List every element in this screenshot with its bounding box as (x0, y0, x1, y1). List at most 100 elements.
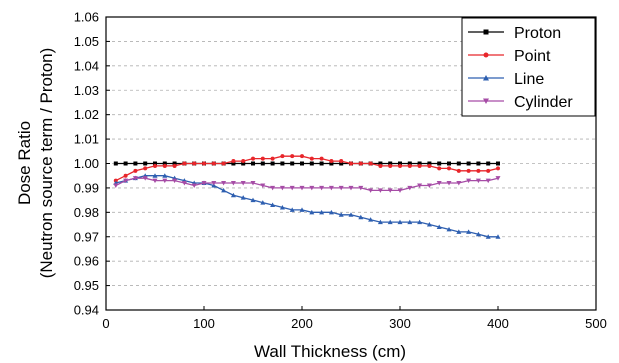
y-tick-label: 1.06 (74, 10, 99, 25)
data-point-cylinder (113, 183, 119, 188)
data-point-proton (398, 161, 402, 166)
data-point-line (377, 219, 383, 225)
data-point-cylinder (397, 188, 403, 193)
data-point-cylinder (142, 176, 148, 181)
legend-label-proton: Proton (514, 25, 561, 42)
data-point-cylinder (319, 185, 325, 191)
y-tick-label: 0.96 (74, 254, 99, 269)
data-point-cylinder (279, 185, 285, 191)
data-point-cylinder (485, 178, 491, 184)
data-point-cylinder (132, 176, 138, 181)
data-point-point (496, 166, 500, 171)
data-point-point (202, 161, 206, 166)
x-axis-title: Wall Thickness (cm) (254, 342, 406, 361)
data-point-point (241, 159, 246, 164)
data-point-cylinder (250, 181, 256, 186)
data-point-proton (417, 161, 422, 166)
data-point-point (300, 154, 304, 159)
data-point-proton (153, 161, 157, 166)
y-tick-label: 0.98 (74, 205, 99, 220)
data-point-point (251, 156, 255, 161)
data-point-line (152, 173, 158, 178)
data-point-point (290, 154, 295, 159)
data-point-point (447, 166, 451, 171)
data-point-point (476, 168, 481, 173)
data-point-point (309, 156, 314, 161)
y-tick-label: 1.05 (74, 34, 99, 49)
data-point-point (211, 161, 216, 166)
legend-marker-point (483, 52, 489, 58)
data-point-line (240, 195, 246, 200)
legend-marker-proton (483, 29, 489, 35)
data-point-point (162, 163, 167, 168)
data-point-cylinder (201, 181, 207, 186)
data-point-line (456, 229, 462, 234)
series-cylinder (113, 176, 501, 193)
data-point-proton (241, 161, 246, 166)
data-point-cylinder (328, 185, 334, 191)
y-tick-label: 1.02 (74, 107, 99, 122)
data-point-proton (290, 161, 295, 166)
data-point-point (456, 168, 461, 173)
data-point-proton (407, 161, 412, 166)
ticks: 0.94 0.95 0.96 0.97 0.98 0.99 1.00 1.01 1.02 1.03… (74, 10, 607, 332)
x-tick-label: 400 (487, 316, 509, 331)
data-point-point (270, 156, 275, 161)
data-point-proton (427, 161, 432, 166)
data-point-cylinder (466, 178, 472, 184)
data-point-cylinder (475, 178, 481, 184)
x-tick-label: 300 (389, 316, 411, 331)
data-point-point (427, 163, 432, 168)
data-point-point (182, 161, 187, 166)
data-point-point (339, 159, 344, 164)
y-tick-label: 0.94 (74, 303, 99, 318)
data-point-point (368, 161, 373, 166)
series-line-cylinder (115, 177, 499, 192)
data-point-proton (270, 161, 275, 166)
legend: Proton Point Line Cylinder (461, 17, 596, 117)
legend-label-cylinder: Cylinder (514, 94, 573, 111)
data-point-cylinder (338, 185, 344, 191)
data-point-point (319, 156, 324, 161)
data-point-point (123, 173, 128, 178)
data-point-point (349, 161, 353, 166)
data-point-proton (162, 161, 167, 166)
data-point-point (378, 163, 383, 168)
series-point (113, 154, 500, 183)
y-tick-label: 1.01 (74, 132, 99, 147)
data-point-proton (496, 161, 500, 166)
data-point-line (417, 219, 423, 225)
data-point-proton (251, 161, 255, 166)
data-point-cylinder (417, 183, 423, 188)
data-point-proton (113, 161, 118, 166)
data-point-point (388, 163, 393, 168)
data-point-proton (319, 161, 324, 166)
data-point-point (231, 159, 236, 164)
data-point-cylinder (123, 178, 129, 184)
data-point-proton (388, 161, 393, 166)
series-layer (113, 154, 501, 239)
data-point-line (260, 200, 266, 205)
data-point-proton (456, 161, 461, 166)
data-point-point (192, 161, 197, 166)
x-tick-label: 0 (102, 316, 109, 331)
data-point-point (398, 163, 402, 168)
data-point-line (230, 192, 236, 198)
data-point-proton (133, 161, 138, 166)
series-line-line (115, 175, 498, 238)
data-point-cylinder (230, 181, 236, 186)
data-point-line (426, 222, 432, 227)
legend-marker-cylinder (483, 98, 489, 104)
data-point-line (387, 219, 393, 225)
data-point-point (172, 163, 177, 168)
data-point-cylinder (368, 188, 374, 193)
data-point-proton (476, 161, 481, 166)
data-point-cylinder (348, 185, 354, 191)
data-point-point (280, 154, 285, 159)
data-point-point (329, 159, 334, 164)
y-tick-label: 1.03 (74, 83, 99, 98)
data-point-cylinder (299, 185, 305, 191)
data-point-point (260, 156, 265, 161)
series-line-point (115, 155, 499, 182)
data-point-cylinder (240, 181, 246, 186)
